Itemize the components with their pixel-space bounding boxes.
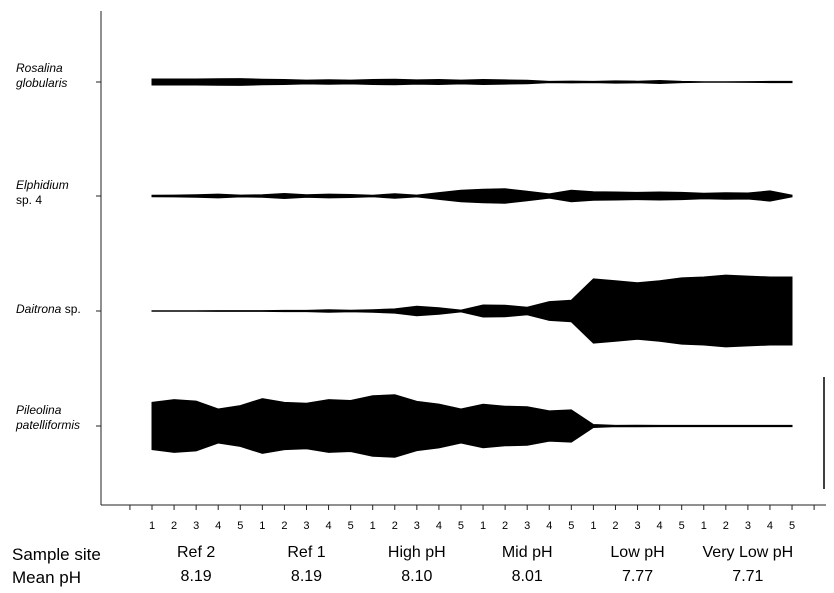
group-name: Ref 2 xyxy=(177,544,216,561)
site-number: 1 xyxy=(370,520,376,532)
site-number: 1 xyxy=(259,520,265,532)
group-name: Ref 1 xyxy=(287,544,326,561)
group-mean-ph: 8.19 xyxy=(290,568,323,585)
site-number: 5 xyxy=(237,520,243,532)
species-label-line2: patelliformis xyxy=(15,418,80,432)
site-number: 1 xyxy=(149,520,155,532)
site-number: 2 xyxy=(281,520,287,532)
site-number: 1 xyxy=(590,520,596,532)
species-label: Elphidium xyxy=(16,178,69,192)
site-number: 1 xyxy=(701,520,707,532)
group-mean-ph: 8.01 xyxy=(511,568,543,585)
mean-ph-label: Mean pH xyxy=(12,568,81,587)
axes xyxy=(96,11,826,506)
site-number: 4 xyxy=(325,520,331,532)
site-number: 1 xyxy=(480,520,486,532)
species-label: Pileolina xyxy=(16,403,62,417)
site-number: 3 xyxy=(414,520,420,532)
site-number: 4 xyxy=(657,520,663,532)
site-number: 3 xyxy=(634,520,640,532)
site-number: 4 xyxy=(436,520,442,532)
site-number: 5 xyxy=(568,520,574,532)
kite-series xyxy=(151,78,793,458)
site-number: 2 xyxy=(502,520,508,532)
site-number: 5 xyxy=(789,520,795,532)
site-number: 3 xyxy=(745,520,751,532)
kite-daitrona xyxy=(151,274,793,348)
sample-site-label: Sample site xyxy=(12,545,101,564)
species-label: Rosalina xyxy=(16,61,63,75)
site-number: 2 xyxy=(723,520,729,532)
kite-rosalina xyxy=(151,78,793,86)
species-label-line2: sp. 4 xyxy=(16,193,42,207)
species-label: Daitrona sp. xyxy=(16,302,81,316)
site-number: 2 xyxy=(392,520,398,532)
site-number: 5 xyxy=(679,520,685,532)
group-name: Very Low pH xyxy=(702,544,794,561)
group-name: Low pH xyxy=(610,544,665,561)
site-number: 3 xyxy=(524,520,530,532)
group-mean-ph: 8.10 xyxy=(401,568,433,585)
site-number: 4 xyxy=(215,520,221,532)
site-number: 3 xyxy=(303,520,309,532)
group-mean-ph: 8.19 xyxy=(180,568,212,585)
site-number: 2 xyxy=(612,520,618,532)
site-number: 5 xyxy=(458,520,464,532)
species-label-line2: globularis xyxy=(16,76,67,90)
group-name: Mid pH xyxy=(501,544,553,561)
site-number: 2 xyxy=(171,520,177,532)
group-mean-ph: 7.71 xyxy=(732,568,764,585)
site-number: 4 xyxy=(546,520,552,532)
kite-elphidium xyxy=(151,188,793,204)
site-number: 3 xyxy=(193,520,199,532)
kite-pileolina xyxy=(151,394,793,458)
group-name: High pH xyxy=(387,544,446,561)
site-number: 4 xyxy=(767,520,773,532)
site-number: 5 xyxy=(348,520,354,532)
group-mean-ph: 7.77 xyxy=(621,568,654,585)
site-ticks: 1 2 3 4 5 1 2 3 4 5 1 2 3 4 5 1 2 3 4 5 1 2 3 4 5 1 2 3 4 5 xyxy=(129,505,815,532)
